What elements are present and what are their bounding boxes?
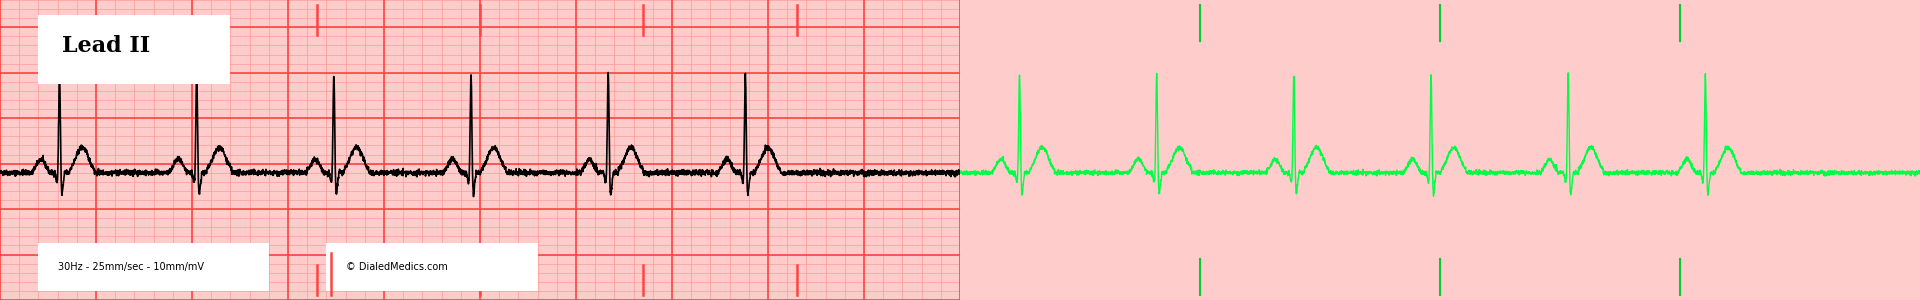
- Bar: [38, 15, 230, 84]
- Bar: [38, 243, 269, 291]
- Text: © DialedMedics.com: © DialedMedics.com: [346, 262, 447, 272]
- Bar: [326, 243, 538, 291]
- Text: Lead II: Lead II: [61, 35, 150, 58]
- Text: 30Hz - 25mm/sec - 10mm/mV: 30Hz - 25mm/sec - 10mm/mV: [58, 262, 204, 272]
